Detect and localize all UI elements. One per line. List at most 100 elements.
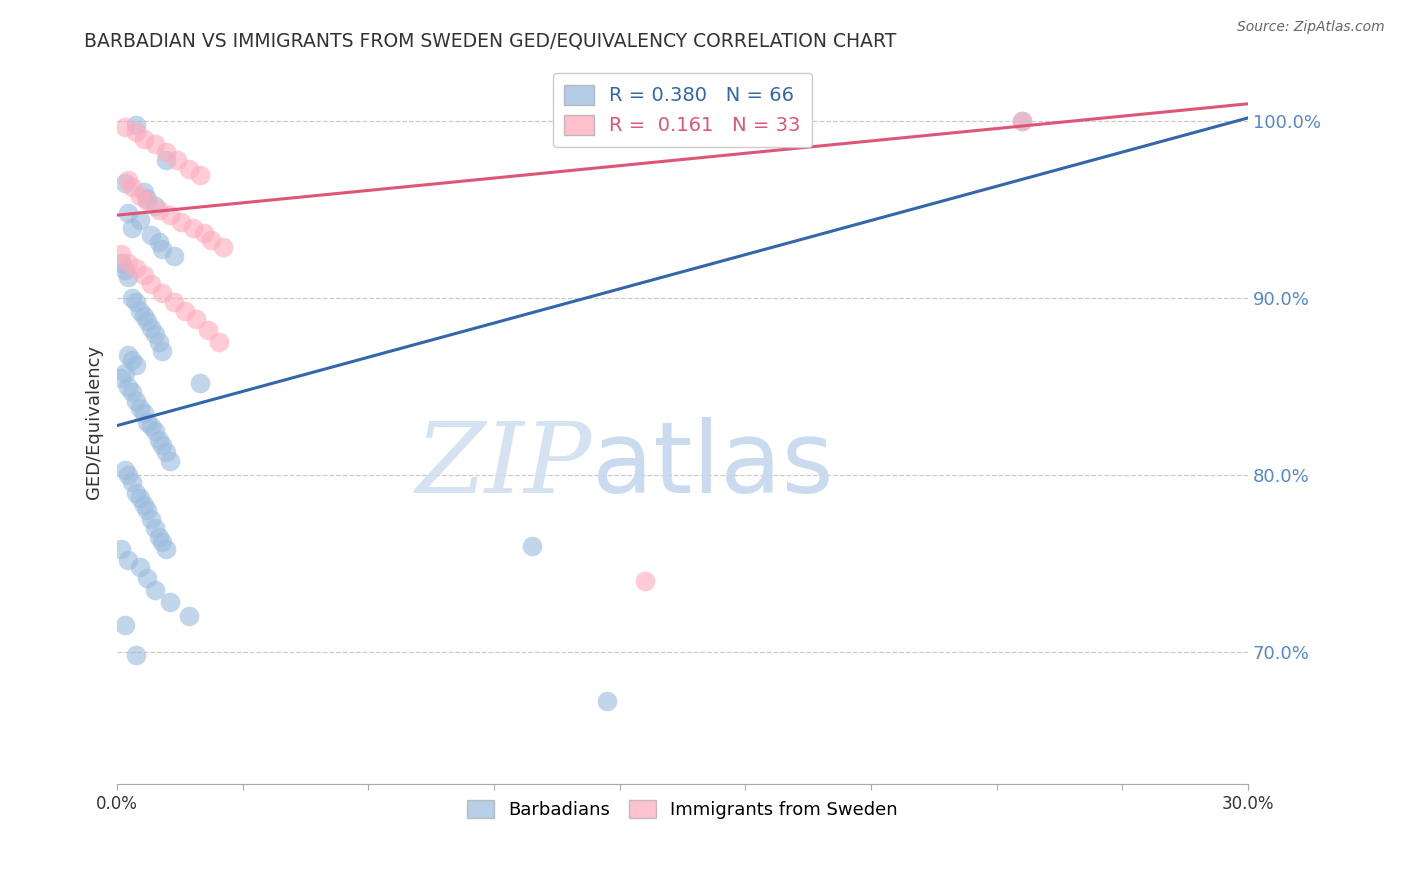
Point bbox=[110, 542, 132, 557]
Point bbox=[143, 199, 166, 213]
Point bbox=[139, 277, 162, 292]
Point bbox=[177, 162, 200, 177]
Point bbox=[152, 242, 174, 256]
Point bbox=[143, 137, 166, 152]
Point bbox=[1011, 114, 1033, 128]
Point bbox=[121, 475, 143, 489]
Point bbox=[155, 542, 177, 557]
Point bbox=[163, 294, 186, 309]
Point bbox=[143, 424, 166, 438]
Point bbox=[634, 574, 657, 588]
Point bbox=[188, 376, 211, 391]
Point bbox=[136, 503, 159, 517]
Point bbox=[166, 153, 188, 168]
Point bbox=[117, 173, 139, 187]
Point bbox=[159, 595, 181, 609]
Point bbox=[785, 111, 807, 125]
Point bbox=[1011, 114, 1033, 128]
Point bbox=[186, 312, 208, 326]
Point bbox=[114, 177, 136, 191]
Point bbox=[125, 118, 148, 132]
Point bbox=[128, 213, 150, 227]
Point bbox=[170, 215, 193, 229]
Point bbox=[114, 618, 136, 632]
Point bbox=[208, 335, 231, 350]
Point bbox=[117, 379, 139, 393]
Point bbox=[188, 168, 211, 182]
Point bbox=[117, 468, 139, 483]
Point bbox=[125, 393, 148, 408]
Point bbox=[148, 335, 170, 350]
Point bbox=[159, 454, 181, 468]
Point bbox=[128, 401, 150, 415]
Point bbox=[139, 227, 162, 242]
Point bbox=[152, 344, 174, 359]
Point bbox=[132, 185, 155, 199]
Point bbox=[136, 415, 159, 429]
Point bbox=[200, 233, 222, 247]
Point bbox=[181, 220, 204, 235]
Point bbox=[110, 371, 132, 385]
Point bbox=[132, 498, 155, 512]
Point bbox=[163, 249, 186, 263]
Point bbox=[152, 535, 174, 549]
Point bbox=[125, 359, 148, 373]
Point bbox=[128, 560, 150, 574]
Point bbox=[136, 314, 159, 328]
Point bbox=[152, 438, 174, 452]
Point bbox=[125, 125, 148, 139]
Point bbox=[125, 648, 148, 663]
Point bbox=[159, 208, 181, 222]
Point bbox=[114, 263, 136, 277]
Point bbox=[136, 571, 159, 585]
Point bbox=[114, 463, 136, 477]
Point bbox=[128, 303, 150, 318]
Point bbox=[139, 418, 162, 433]
Point bbox=[139, 512, 162, 526]
Point bbox=[143, 582, 166, 597]
Point bbox=[143, 326, 166, 341]
Point bbox=[197, 323, 219, 337]
Point bbox=[117, 348, 139, 362]
Point bbox=[125, 485, 148, 500]
Legend: Barbadians, Immigrants from Sweden: Barbadians, Immigrants from Sweden bbox=[460, 792, 905, 826]
Point bbox=[174, 303, 197, 318]
Point bbox=[148, 530, 170, 544]
Point bbox=[152, 285, 174, 300]
Point bbox=[125, 294, 148, 309]
Point bbox=[121, 180, 143, 194]
Point bbox=[121, 384, 143, 399]
Point bbox=[114, 120, 136, 134]
Point bbox=[132, 132, 155, 146]
Point bbox=[121, 220, 143, 235]
Point bbox=[132, 268, 155, 283]
Point bbox=[136, 192, 159, 206]
Point bbox=[148, 433, 170, 447]
Point bbox=[136, 194, 159, 208]
Point bbox=[128, 491, 150, 505]
Point bbox=[132, 309, 155, 323]
Text: Source: ZipAtlas.com: Source: ZipAtlas.com bbox=[1237, 20, 1385, 34]
Point bbox=[155, 445, 177, 459]
Point bbox=[148, 235, 170, 249]
Point bbox=[132, 406, 155, 420]
Point bbox=[155, 153, 177, 168]
Point bbox=[117, 270, 139, 285]
Point bbox=[121, 291, 143, 305]
Point bbox=[110, 247, 132, 261]
Point bbox=[128, 188, 150, 202]
Point bbox=[114, 366, 136, 380]
Point bbox=[125, 261, 148, 276]
Point bbox=[117, 256, 139, 270]
Point bbox=[143, 521, 166, 535]
Text: atlas: atlas bbox=[592, 417, 834, 514]
Point bbox=[193, 226, 215, 240]
Y-axis label: GED/Equivalency: GED/Equivalency bbox=[86, 345, 103, 500]
Point bbox=[117, 206, 139, 220]
Point bbox=[596, 694, 619, 708]
Text: BARBADIAN VS IMMIGRANTS FROM SWEDEN GED/EQUIVALENCY CORRELATION CHART: BARBADIAN VS IMMIGRANTS FROM SWEDEN GED/… bbox=[84, 31, 897, 50]
Point bbox=[520, 539, 543, 553]
Point bbox=[110, 256, 132, 270]
Text: ZIP: ZIP bbox=[416, 417, 592, 513]
Point bbox=[139, 321, 162, 335]
